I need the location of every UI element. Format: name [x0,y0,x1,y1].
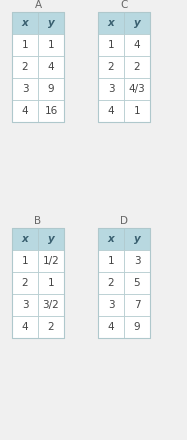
Bar [98,316,124,338]
Text: D: D [120,216,128,226]
Text: 7: 7 [134,300,140,310]
Bar [98,34,124,56]
Text: 2: 2 [108,278,114,288]
Text: A: A [34,0,42,10]
Bar [98,78,124,100]
Text: 4/3: 4/3 [129,84,145,94]
Bar [38,272,64,294]
Text: 2: 2 [108,62,114,72]
Bar [124,100,150,122]
Text: 5: 5 [134,278,140,288]
Bar [98,100,124,122]
Bar [124,228,150,250]
Bar [38,78,64,100]
Text: x: x [22,18,28,28]
Text: 1: 1 [108,256,114,266]
Text: y: y [48,18,54,28]
Text: 9: 9 [134,322,140,332]
Text: 4: 4 [22,106,28,116]
Bar [98,250,124,272]
Bar [38,294,64,316]
Text: 16: 16 [44,106,58,116]
Bar [38,228,64,250]
Bar [12,34,38,56]
Text: 1: 1 [22,40,28,50]
Bar [38,56,64,78]
Text: 1: 1 [48,278,54,288]
Bar [124,56,150,78]
Text: 4: 4 [22,322,28,332]
Bar [98,272,124,294]
Text: 2: 2 [22,278,28,288]
Bar [124,34,150,56]
Text: 3/2: 3/2 [43,300,59,310]
Bar [124,294,150,316]
Text: 1/2: 1/2 [43,256,59,266]
Text: 1: 1 [22,256,28,266]
Text: 9: 9 [48,84,54,94]
Bar [38,250,64,272]
Text: B: B [34,216,42,226]
Text: x: x [22,234,28,244]
Bar [38,12,64,34]
Bar [98,56,124,78]
Text: 2: 2 [134,62,140,72]
Bar [12,272,38,294]
Text: 2: 2 [22,62,28,72]
Text: 3: 3 [134,256,140,266]
Bar [124,316,150,338]
Text: 3: 3 [22,84,28,94]
Bar [98,294,124,316]
Text: 4: 4 [134,40,140,50]
Bar [12,228,64,338]
Text: 4: 4 [108,106,114,116]
Bar [12,12,38,34]
Text: 1: 1 [134,106,140,116]
Text: y: y [134,234,140,244]
Bar [124,78,150,100]
Text: x: x [108,18,114,28]
Bar [124,272,150,294]
Text: y: y [134,18,140,28]
Bar [124,12,150,34]
Bar [12,100,38,122]
Text: 1: 1 [48,40,54,50]
Text: x: x [108,234,114,244]
Bar [12,250,38,272]
Text: C: C [120,0,128,10]
Text: 3: 3 [22,300,28,310]
Bar [38,34,64,56]
Bar [12,56,38,78]
Bar [12,228,38,250]
Bar [98,228,124,250]
Text: 1: 1 [108,40,114,50]
Bar [124,250,150,272]
Bar [98,228,150,338]
Bar [98,12,124,34]
Bar [98,12,150,122]
Bar [12,78,38,100]
Text: 2: 2 [48,322,54,332]
Text: 4: 4 [108,322,114,332]
Bar [12,12,64,122]
Bar [38,316,64,338]
Text: 3: 3 [108,300,114,310]
Text: 3: 3 [108,84,114,94]
Bar [12,294,38,316]
Bar [12,316,38,338]
Bar [38,100,64,122]
Text: 4: 4 [48,62,54,72]
Text: y: y [48,234,54,244]
